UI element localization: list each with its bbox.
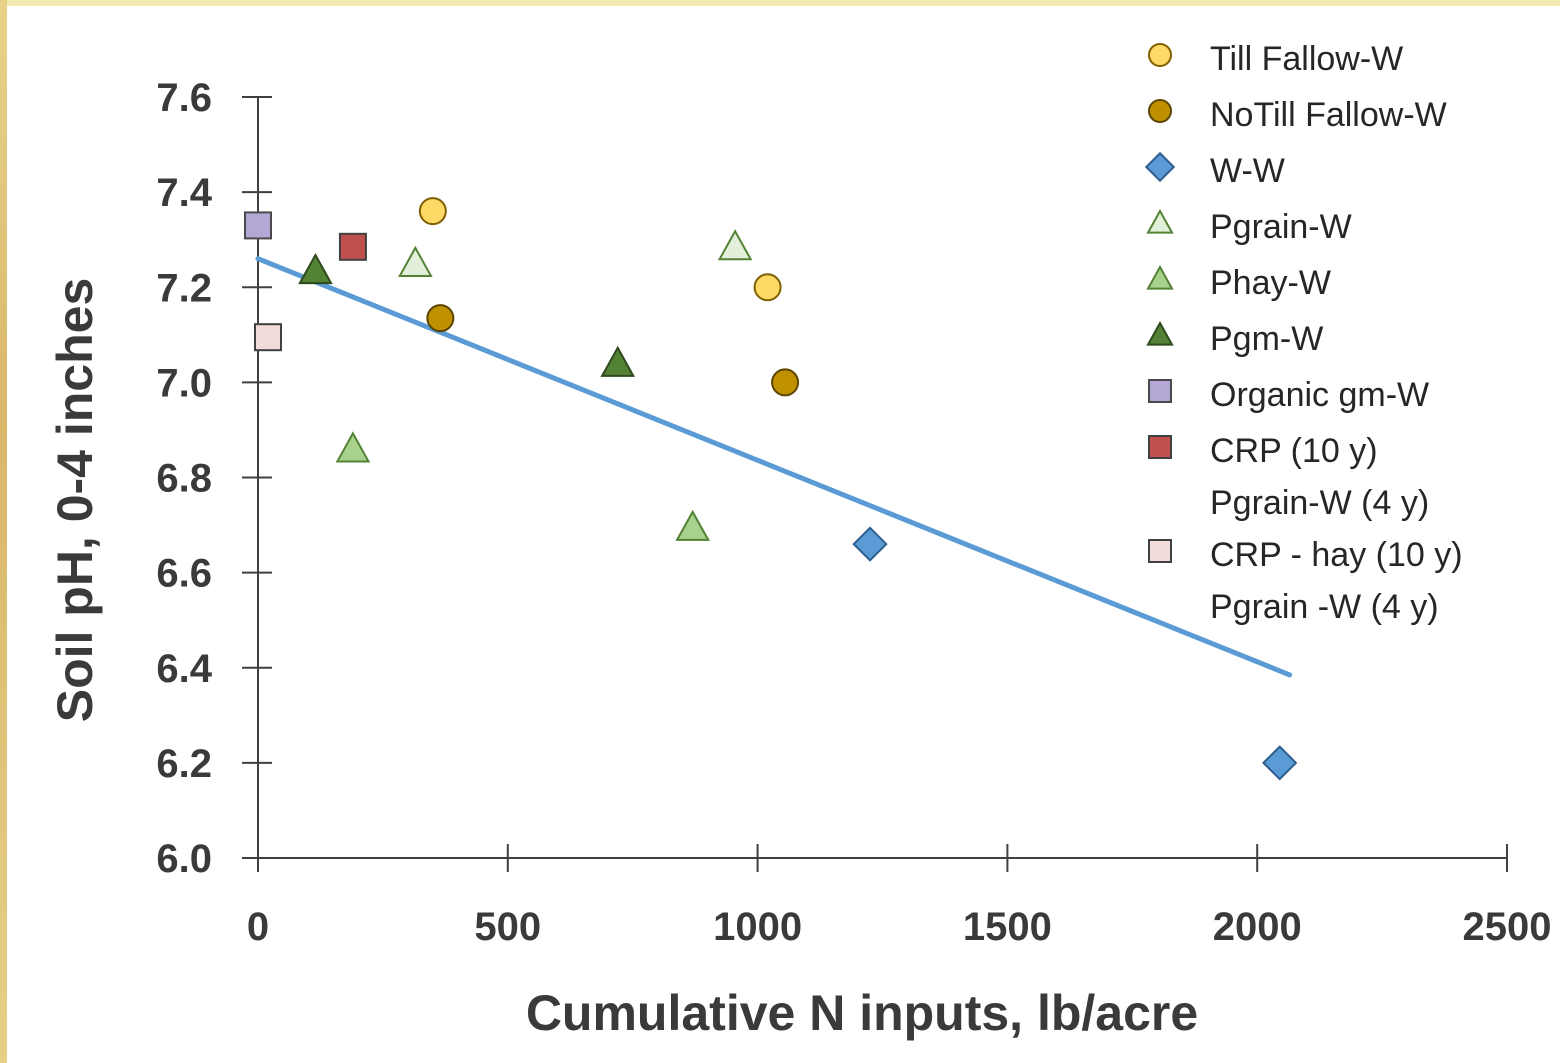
data-points	[244, 197, 1298, 781]
y-tick-label: 6.0	[156, 837, 212, 881]
data-point-triangle	[675, 509, 710, 541]
legend-label: Organic gm-W	[1210, 376, 1429, 414]
legend-marker-square	[1148, 379, 1172, 403]
data-point-circle	[753, 273, 782, 302]
legend-label: Pgrain-W	[1210, 208, 1352, 246]
legend-label: Pgrain-W (4 y)	[1210, 484, 1429, 522]
data-point-circle	[771, 368, 800, 397]
y-tick-label: 6.2	[156, 742, 212, 786]
data-point-triangle	[717, 229, 753, 261]
axes: 6.0 6.2 6.4 6.6 6.8 7.0 7.2 7.4 7.6 0 500 1000 1500 2…	[156, 76, 1551, 949]
y-tick-label: 6.6	[156, 552, 212, 596]
y-tick-label: 6.4	[156, 647, 212, 691]
legend-marker-square	[1148, 539, 1172, 563]
data-point-square	[338, 232, 367, 261]
data-point-triangle	[600, 345, 636, 377]
data-point-triangle	[298, 252, 333, 285]
legend-label: Till Fallow-W	[1210, 40, 1403, 78]
legend-label: NoTill Fallow-W	[1210, 96, 1447, 134]
legend-marker-triangle	[1146, 320, 1174, 346]
trendline-group	[255, 256, 1293, 678]
legend-marker-square	[1148, 435, 1172, 459]
legend-label: Pgm-W	[1210, 320, 1323, 358]
y-axis-title: Soil pH, 0-4 inches	[47, 278, 103, 723]
x-tick-label: 0	[247, 905, 269, 949]
data-point-circle	[426, 304, 455, 333]
x-tick-label: 2000	[1213, 905, 1302, 949]
x-tick-label: 1000	[713, 905, 802, 949]
legend-marker-triangle	[1146, 264, 1174, 290]
legend-label: W-W	[1210, 152, 1285, 190]
left-border	[0, 0, 7, 1063]
y-tick-label: 7.4	[156, 171, 212, 215]
x-tick-label: 1500	[963, 905, 1052, 949]
legend-label: Phay-W	[1210, 264, 1331, 302]
legend-label: CRP - hay (10 y)	[1210, 536, 1463, 574]
top-border	[0, 0, 1560, 6]
legend-marker-circle	[1148, 43, 1172, 67]
data-point-triangle	[335, 431, 371, 463]
legend-marker-triangle	[1146, 208, 1174, 234]
data-point-square	[244, 211, 272, 240]
data-point-square	[253, 323, 282, 352]
x-tick-label: 2500	[1463, 905, 1552, 949]
x-tick-label: 500	[474, 905, 541, 949]
legend-marker-circle	[1148, 99, 1172, 123]
y-tick-label: 6.8	[156, 457, 212, 501]
data-point-triangle	[398, 245, 433, 277]
legend: Till Fallow-W NoTill Fallow-W W-W Pgrain-W P…	[1144, 40, 1463, 626]
data-point-diamond	[852, 526, 888, 562]
x-axis-title: Cumulative N inputs, lb/acre	[526, 985, 1198, 1041]
trendline	[255, 256, 1293, 678]
legend-label: CRP (10 y)	[1210, 432, 1378, 470]
legend-marker-diamond	[1144, 151, 1176, 183]
data-point-diamond	[1262, 745, 1298, 781]
legend-label: Pgrain -W (4 y)	[1210, 588, 1439, 626]
data-point-circle	[418, 197, 447, 226]
y-tick-label: 7.0	[156, 361, 212, 405]
y-tick-label: 7.2	[156, 266, 212, 310]
y-tick-label: 7.6	[156, 76, 212, 120]
